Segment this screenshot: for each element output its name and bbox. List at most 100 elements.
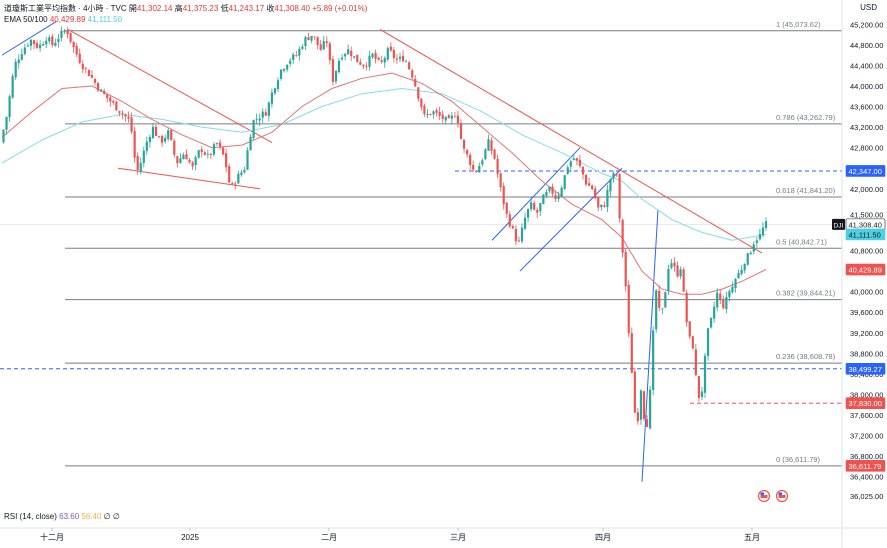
candle-up <box>45 40 48 45</box>
candle-down <box>511 226 514 229</box>
candle-up <box>11 76 14 98</box>
candle-up <box>344 54 347 57</box>
price-tag-label: 36,611.79 <box>849 462 882 471</box>
y-tick-label: 38,800.00 <box>850 349 883 358</box>
candle-down <box>603 205 606 207</box>
candle-up <box>292 54 295 60</box>
candle-up <box>703 355 707 393</box>
candle-up <box>478 165 481 173</box>
symbol-tag <box>832 218 845 230</box>
candle-up <box>655 290 658 330</box>
candle-down <box>578 159 582 167</box>
x-tick-label: 十二月 <box>40 532 64 542</box>
candle-up <box>545 191 548 197</box>
y-tick-label: 37,200.00 <box>850 432 883 441</box>
candle-up <box>371 53 374 58</box>
candle-up <box>273 88 277 94</box>
candle-up <box>29 39 33 46</box>
candle-down <box>316 36 319 45</box>
candle-up <box>548 186 551 192</box>
low-label: 低 <box>220 4 229 13</box>
x-tick-label: 2025 <box>181 533 199 542</box>
candle-up <box>139 162 142 172</box>
candle-up <box>520 227 524 242</box>
candle-up <box>710 317 713 328</box>
candle-down <box>264 112 267 116</box>
candle-down <box>627 284 630 334</box>
candle-up <box>563 175 566 189</box>
y-tick-label: 44,000.00 <box>850 82 883 91</box>
symbol-title[interactable]: 道瓊斯工業平均指數 · 4小時 · TVC <box>4 4 127 13</box>
candle-up <box>764 221 768 228</box>
candle-up <box>2 129 5 143</box>
candle-down <box>154 126 158 137</box>
close-value: 41,308.40 <box>274 4 310 13</box>
candle-up <box>405 61 408 63</box>
candle-up <box>148 137 151 143</box>
fib-label: 1 (45,073.62) <box>776 20 821 29</box>
candle-down <box>328 43 331 61</box>
candle-up <box>755 240 758 243</box>
candle-down <box>423 105 426 115</box>
candle-down <box>374 52 377 60</box>
candle-down <box>188 160 191 163</box>
currency-label[interactable]: USD <box>860 3 877 12</box>
price-tags: 42,347.00 41,308.40 DJI 41,111.50 40,429.89 3… <box>832 165 886 472</box>
candle-up <box>298 48 301 56</box>
candle-up <box>261 111 264 118</box>
y-tick-label: 42,000.00 <box>850 185 883 194</box>
trendlines <box>1 21 763 482</box>
ema-label: EMA 50/100 <box>4 15 48 24</box>
candle-down <box>594 188 597 199</box>
candle-down <box>618 174 621 219</box>
candles <box>2 26 768 430</box>
candle-up <box>749 252 752 255</box>
candle-down <box>597 196 600 208</box>
candle-down <box>493 149 496 159</box>
ema-legend[interactable]: EMA 50/100 40,429.89 41,111.50 <box>4 15 122 24</box>
price-tag <box>845 165 886 177</box>
time-axis: 十二月 2025 二月 三月 四月 五月 <box>0 527 887 542</box>
y-tick-label: 36,025.00 <box>850 492 883 501</box>
candle-down <box>121 113 124 115</box>
candle-up <box>734 278 737 289</box>
candle-up <box>301 46 304 49</box>
candle-up <box>23 47 26 54</box>
candle-up <box>600 204 603 208</box>
candle-down <box>581 166 585 175</box>
candle-up <box>194 157 197 165</box>
fib-label: 0.5 (40,842.71) <box>776 237 827 246</box>
x-tick-label: 三月 <box>450 533 466 542</box>
candle-up <box>304 37 307 46</box>
change-value: +5.89 (+0.01%) <box>312 4 368 13</box>
candle-up <box>42 44 45 46</box>
x-tick-label: 五月 <box>744 533 760 542</box>
candle-up <box>340 57 344 60</box>
candle-up <box>716 292 719 308</box>
candle-down <box>554 195 557 200</box>
candle-up <box>706 328 710 356</box>
candle-down <box>496 158 499 174</box>
candle-up <box>725 296 728 310</box>
candle-down <box>472 164 475 170</box>
candle-up <box>484 149 487 160</box>
candle-down <box>642 391 646 419</box>
price-tag <box>845 362 886 375</box>
close-label: 收 <box>266 4 275 13</box>
candle-up <box>572 158 575 160</box>
candle-down <box>645 419 649 427</box>
candle-up <box>347 49 350 55</box>
candle-down <box>72 41 75 48</box>
candle-down <box>588 183 591 186</box>
candle-down <box>584 174 588 185</box>
candle-up <box>63 30 66 33</box>
candle-down <box>331 59 334 82</box>
rsi-legend[interactable]: RSI (14, close) 63.60 56.40 ∅ ∅ <box>4 512 120 521</box>
candle-up <box>752 244 755 252</box>
price-tag-label: 40,429.89 <box>849 266 882 275</box>
candle-down <box>209 153 212 155</box>
candle-down <box>359 62 362 65</box>
candle-down <box>389 46 392 51</box>
price-tag-label: 38,499.27 <box>849 365 882 374</box>
